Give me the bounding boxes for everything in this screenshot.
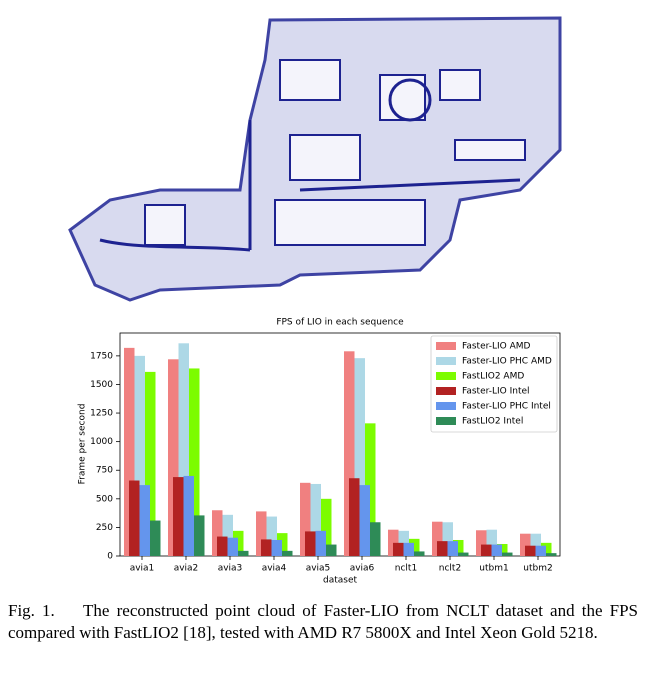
bar	[354, 358, 365, 556]
legend-label: Faster-LIO AMD	[462, 342, 531, 352]
chart-title: FPS of LIO in each sequence	[276, 318, 404, 328]
bar	[349, 478, 360, 556]
bar	[271, 539, 282, 556]
point-cloud	[68, 16, 562, 302]
x-tick-label: avia4	[262, 564, 287, 574]
y-tick-label: 1000	[90, 437, 113, 447]
bar	[168, 359, 179, 556]
bar	[145, 371, 156, 556]
bar	[222, 514, 233, 556]
bar	[129, 480, 140, 556]
bar	[300, 482, 311, 556]
legend-label: Faster-LIO PHC AMD	[462, 357, 552, 367]
bar	[344, 351, 355, 556]
legend-box	[430, 335, 558, 433]
bar	[194, 515, 205, 556]
y-tick-label: 0	[107, 552, 113, 562]
bar	[502, 552, 513, 556]
bar	[535, 545, 546, 556]
y-tick-label: 1750	[90, 351, 113, 361]
y-tick-label: 750	[96, 466, 113, 476]
bar	[530, 533, 541, 556]
bar	[365, 423, 376, 556]
legend-label: Faster-LIO Intel	[462, 387, 530, 397]
bar	[520, 533, 531, 556]
bar	[437, 541, 448, 556]
bar	[359, 485, 370, 556]
bar	[447, 541, 458, 556]
bar	[546, 553, 557, 556]
figure: FPS of LIO in each sequence dataset Fram…	[68, 16, 562, 586]
legend-label: FastLIO2 Intel	[462, 417, 523, 427]
bar	[409, 538, 420, 556]
bar	[233, 530, 244, 556]
bar	[212, 510, 223, 556]
x-tick-label: avia1	[130, 564, 155, 574]
bar	[310, 483, 321, 556]
y-tick-label: 1500	[90, 380, 113, 390]
bar	[266, 516, 277, 556]
bar	[178, 343, 189, 556]
x-tick-label: avia6	[350, 564, 375, 574]
legend-swatch	[436, 402, 456, 410]
y-tick-label: 250	[96, 523, 113, 533]
bar	[442, 522, 453, 556]
bar	[256, 511, 267, 556]
caption: Fig. 1. The reconstructed point cloud of…	[8, 600, 638, 644]
bar	[139, 485, 150, 556]
bar	[238, 550, 249, 556]
bar	[432, 521, 443, 556]
bar	[525, 545, 536, 556]
bar	[134, 355, 145, 556]
caption-text: The reconstructed point cloud of Faster-…	[8, 601, 638, 642]
bar	[414, 551, 425, 556]
legend-swatch	[436, 387, 456, 395]
bar	[486, 529, 497, 556]
bar	[541, 542, 552, 556]
x-tick-label: avia2	[174, 564, 199, 574]
bar	[326, 544, 337, 556]
bar	[217, 536, 228, 556]
bar	[497, 543, 508, 556]
legend-swatch	[436, 357, 456, 365]
bar	[183, 475, 194, 556]
x-tick-label: avia5	[306, 564, 331, 574]
legend-swatch	[436, 342, 456, 350]
legend-label: FastLIO2 AMD	[462, 372, 524, 382]
bar	[305, 531, 316, 556]
bar	[189, 368, 200, 556]
plot-frame	[119, 332, 561, 557]
legend-swatch	[436, 417, 456, 425]
y-tick-label: 1250	[90, 409, 113, 419]
x-axis-label: dataset	[323, 576, 357, 586]
x-tick-label: nclt1	[395, 564, 417, 574]
bar	[403, 542, 414, 556]
x-tick-label: avia3	[218, 564, 243, 574]
bar	[370, 522, 381, 556]
bar	[277, 533, 288, 556]
bar	[282, 550, 293, 556]
bar	[124, 347, 135, 556]
bar	[227, 537, 238, 556]
bar	[476, 530, 487, 556]
bar	[393, 542, 404, 556]
x-tick-label: utbm2	[523, 564, 552, 574]
bar	[315, 530, 326, 556]
bar	[261, 539, 272, 556]
x-tick-label: utbm1	[479, 564, 508, 574]
bar	[321, 498, 332, 556]
bar	[453, 539, 464, 556]
bar	[173, 477, 184, 556]
caption-label: Fig. 1.	[8, 601, 55, 620]
legend-label: Faster-LIO PHC Intel	[462, 402, 551, 412]
bar	[481, 544, 492, 556]
bar	[491, 544, 502, 556]
bar	[458, 552, 469, 556]
legend-swatch	[436, 372, 456, 380]
bar	[150, 520, 161, 556]
y-tick-label: 500	[96, 494, 113, 504]
x-tick-label: nclt2	[439, 564, 461, 574]
y-axis-label: Frame per second	[78, 404, 88, 485]
